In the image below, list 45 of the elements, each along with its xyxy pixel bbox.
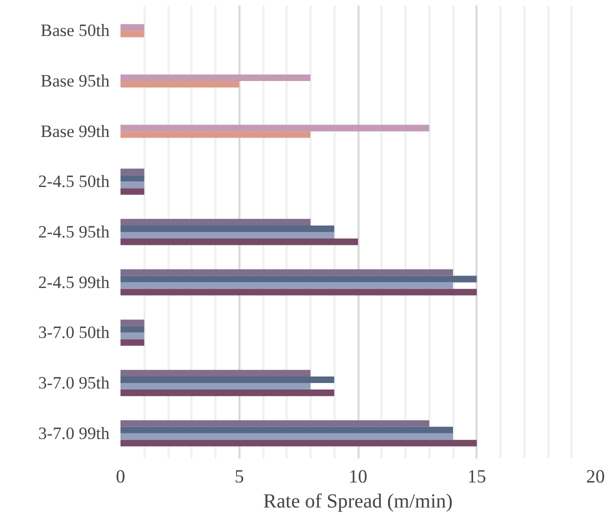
bar [120, 188, 144, 195]
bar [120, 182, 144, 188]
x-tick-label: 10 [348, 466, 368, 488]
bar [120, 30, 144, 38]
y-tick-label: 3-7.0 99th [38, 424, 110, 443]
bar [120, 175, 144, 182]
x-tick-label: 0 [116, 466, 126, 488]
bar [120, 332, 144, 340]
bar [120, 232, 334, 239]
bar [120, 238, 358, 246]
x-axis-title: Rate of Spread (m/min) [263, 490, 453, 512]
bar [120, 24, 144, 31]
x-tick-label: 5 [234, 466, 244, 488]
y-tick-label: 3-7.0 95th [38, 374, 110, 392]
x-tick-label: 20 [586, 466, 605, 488]
y-tick-label: 3-7.0 50th [38, 323, 110, 342]
bar [120, 276, 477, 282]
bar [120, 326, 144, 333]
bar [120, 383, 310, 390]
bar [120, 81, 240, 88]
y-tick-label: 2-4.5 99th [38, 272, 110, 292]
bar [120, 288, 477, 296]
bar [120, 269, 453, 276]
bar [120, 74, 310, 81]
bar [120, 420, 430, 427]
bar [120, 376, 334, 383]
bar [120, 218, 310, 226]
y-tick-label: 2-4.5 50th [38, 172, 110, 192]
bar [120, 225, 334, 232]
y-tick-label: Base 99th [40, 122, 110, 141]
x-tick-label: 15 [467, 466, 486, 488]
bar [120, 124, 430, 132]
bar [120, 440, 477, 446]
bar [120, 131, 310, 138]
bar [120, 282, 453, 289]
bar [120, 390, 334, 396]
y-tick-label: Base 95th [40, 72, 110, 90]
bar [120, 426, 453, 434]
bar [120, 370, 310, 376]
bar [120, 339, 144, 346]
bar [120, 320, 144, 326]
bar [120, 168, 144, 176]
y-tick-label: Base 50th [40, 21, 110, 40]
bar [120, 433, 453, 440]
y-tick-label: 2-4.5 95th [38, 222, 110, 242]
